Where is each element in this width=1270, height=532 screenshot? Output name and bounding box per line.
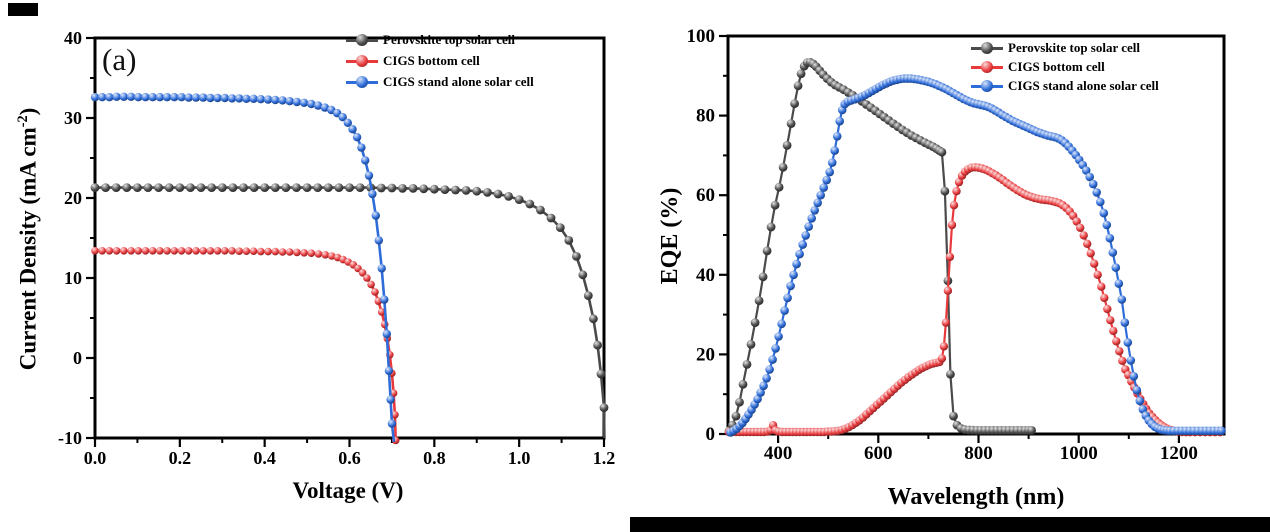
svg-text:0.2: 0.2 (169, 448, 192, 468)
svg-text:0: 0 (73, 348, 82, 368)
crop-artifact-bar-top-left (8, 3, 38, 16)
svg-text:0.6: 0.6 (338, 448, 361, 468)
svg-text:1.0: 1.0 (508, 448, 531, 468)
eqe-legend-item-cigs-standalone: CIGS stand alone solar cell (971, 77, 1159, 94)
svg-text:30: 30 (64, 108, 82, 128)
line-marker-icon (346, 75, 378, 88)
jv-legend-item-cigs-standalone: CIGS stand alone solar cell (346, 73, 534, 90)
crop-artifact-bar-bottom (630, 517, 1270, 532)
line-marker-icon (346, 54, 378, 67)
line-marker-icon (971, 60, 1003, 73)
legend-label: Perovskite top solar cell (383, 32, 516, 47)
eqe-legend-item-perovskite: Perovskite top solar cell (971, 39, 1159, 56)
svg-text:600: 600 (864, 443, 893, 464)
legend-label: CIGS bottom cell (383, 53, 480, 68)
line-marker-icon (971, 79, 1003, 92)
jv-y-axis-title: Current Density (mA cm-2) (15, 69, 45, 409)
svg-text:20: 20 (696, 344, 715, 365)
jv-legend: Perovskite top solar cell CIGS bottom ce… (346, 31, 534, 90)
svg-text:0.8: 0.8 (423, 448, 446, 468)
svg-text:100: 100 (687, 26, 716, 47)
svg-text:60: 60 (696, 185, 715, 206)
eqe-x-axis-title: Wavelength (nm) (887, 484, 1065, 510)
svg-text:-10: -10 (58, 428, 82, 448)
svg-text:80: 80 (696, 106, 715, 127)
svg-text:0.4: 0.4 (253, 448, 276, 468)
jv-y-axis-title-close: ) (15, 107, 41, 116)
svg-text:40: 40 (696, 265, 715, 286)
eqe-legend-item-cigs-bottom: CIGS bottom cell (971, 58, 1159, 75)
svg-text:400: 400 (764, 443, 793, 464)
svg-text:1.2: 1.2 (593, 448, 616, 468)
svg-text:0.0: 0.0 (84, 448, 107, 468)
svg-text:40: 40 (64, 28, 82, 48)
eqe-y-axis-title: EQE (%) (657, 187, 683, 285)
svg-text:0: 0 (706, 424, 716, 445)
eqe-legend: Perovskite top solar cell CIGS bottom ce… (971, 39, 1159, 94)
jv-legend-item-perovskite: Perovskite top solar cell (346, 31, 534, 48)
svg-text:1000: 1000 (1060, 443, 1098, 464)
jv-x-axis-title: Voltage (V) (292, 478, 404, 503)
panel-label-a: (a) (102, 42, 137, 77)
line-marker-icon (971, 41, 1003, 54)
svg-text:800: 800 (964, 443, 993, 464)
svg-text:1200: 1200 (1160, 443, 1198, 464)
jv-legend-item-cigs-bottom: CIGS bottom cell (346, 52, 534, 69)
legend-label: CIGS stand alone solar cell (383, 74, 534, 89)
legend-label: Perovskite top solar cell (1008, 40, 1141, 55)
line-marker-icon (346, 33, 378, 46)
legend-label: CIGS bottom cell (1008, 59, 1105, 74)
jv-y-axis-title-sup: -2 (15, 115, 31, 128)
svg-text:10: 10 (64, 268, 82, 288)
svg-text:20: 20 (64, 188, 82, 208)
jv-y-axis-title-text: Current Density (mA cm (15, 127, 41, 371)
legend-label: CIGS stand alone solar cell (1008, 78, 1159, 93)
